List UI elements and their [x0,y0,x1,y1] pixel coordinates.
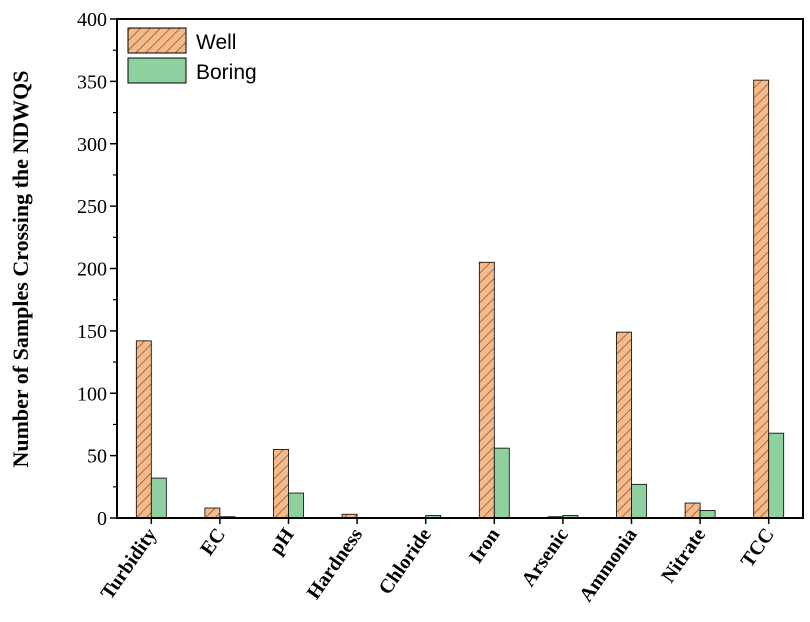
bar-well-ammonia [616,331,632,519]
bar-well-nitrate [684,502,701,519]
bar-well-tcc [753,79,770,519]
y-tick-label-300: 300 [77,134,107,156]
y-tick-label-50: 50 [87,446,107,468]
y-tick-label-150: 150 [77,321,107,343]
bar-well-ph [273,448,289,519]
x-tick-label-ammonia: Ammonia [575,524,641,606]
bar-boring-tcc [768,432,785,519]
bar-well-iron [478,261,495,519]
legend-label-well: Well [196,31,236,54]
plot-area: Turbidity EC pH Hardness Chloride Iron Arsenic… [77,9,804,606]
legend-swatch-boring [127,57,187,84]
y-tick-label-250: 250 [77,196,107,218]
x-tick-label-iron: Iron [465,524,504,567]
x-tick-label-ph: pH [265,524,299,559]
bar-boring-turbidity [150,477,167,519]
bar-boring-iron [493,447,510,519]
x-tick-label-ec: EC [196,524,230,559]
x-tick-label-arsenic: Arsenic [517,524,573,590]
y-tick-label-200: 200 [77,259,107,281]
x-tick-label-nitrate: Nitrate [657,524,710,587]
x-tick-label-chloride: Chloride [374,524,435,599]
bar-well-ec [204,507,221,519]
y-tick-label-100: 100 [77,383,107,405]
y-axis-title: Number of Samples Crossing the NDWQS [8,70,33,467]
legend-swatch-well [127,27,187,54]
y-tick-label-350: 350 [77,71,107,93]
legend-label-boring: Boring [196,61,257,84]
y-tick-label-400: 400 [77,9,107,31]
x-tick-label-turbidity: Turbidity [97,524,162,603]
x-tick-label-hardness: Hardness [303,524,368,603]
bar-boring-ph [288,492,304,519]
y-tick-label-0: 0 [97,508,107,530]
bar-boring-nitrate [699,510,716,519]
legend: Well Boring [127,27,257,84]
bar-well-turbidity [135,340,152,519]
bar-boring-ammonia [631,483,647,519]
plot-frame [116,18,804,519]
x-tick-label-tcc: TCC [737,524,779,571]
